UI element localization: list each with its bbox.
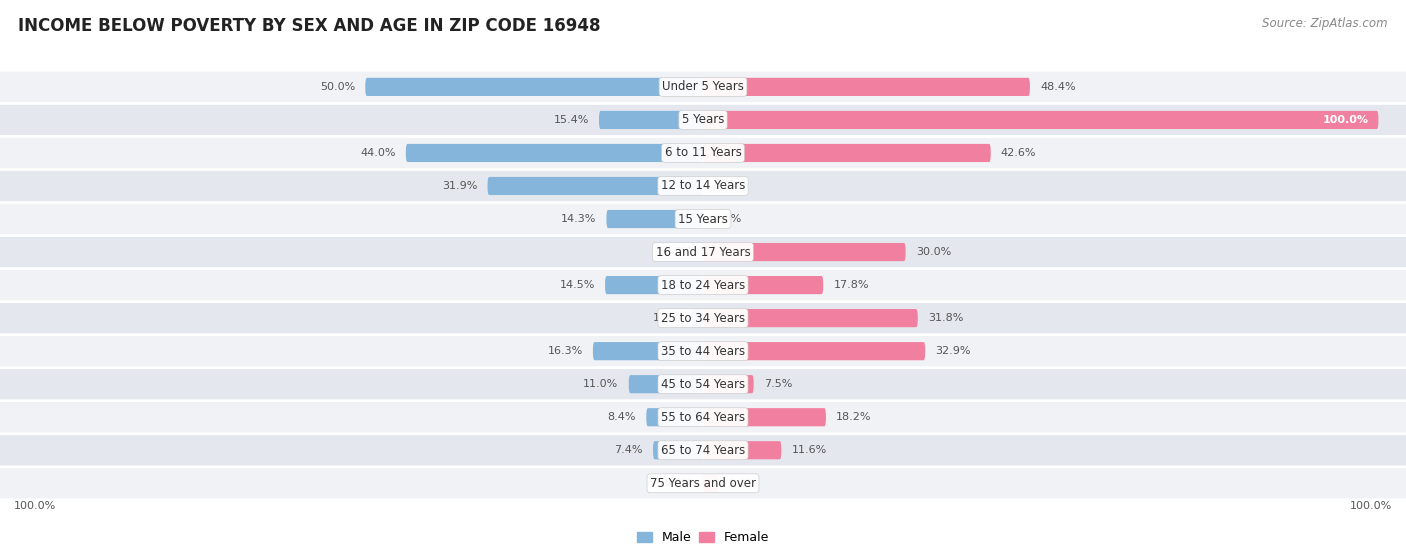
FancyBboxPatch shape <box>593 342 703 360</box>
Text: 100.0%: 100.0% <box>1322 115 1368 125</box>
Text: 75 Years and over: 75 Years and over <box>650 477 756 490</box>
Text: 11.6%: 11.6% <box>792 446 827 455</box>
FancyBboxPatch shape <box>0 203 1406 235</box>
FancyBboxPatch shape <box>599 111 703 129</box>
FancyBboxPatch shape <box>690 309 703 327</box>
FancyBboxPatch shape <box>0 236 1406 268</box>
Text: 6 to 11 Years: 6 to 11 Years <box>665 146 741 159</box>
FancyBboxPatch shape <box>703 144 991 162</box>
FancyBboxPatch shape <box>605 276 703 294</box>
Text: 2.2%: 2.2% <box>728 479 756 488</box>
Text: 42.6%: 42.6% <box>1001 148 1036 158</box>
FancyBboxPatch shape <box>703 441 782 459</box>
FancyBboxPatch shape <box>366 78 703 96</box>
FancyBboxPatch shape <box>703 342 925 360</box>
Text: Under 5 Years: Under 5 Years <box>662 80 744 93</box>
FancyBboxPatch shape <box>703 276 824 294</box>
FancyBboxPatch shape <box>0 170 1406 202</box>
FancyBboxPatch shape <box>0 137 1406 169</box>
Text: 18.2%: 18.2% <box>837 412 872 422</box>
FancyBboxPatch shape <box>0 401 1406 433</box>
FancyBboxPatch shape <box>703 309 918 327</box>
FancyBboxPatch shape <box>0 70 1406 103</box>
Text: 16 and 17 Years: 16 and 17 Years <box>655 245 751 259</box>
Text: 1.8%: 1.8% <box>652 313 681 323</box>
Text: 7.5%: 7.5% <box>763 379 792 389</box>
Legend: Male, Female: Male, Female <box>631 526 775 549</box>
Text: 48.4%: 48.4% <box>1040 82 1076 92</box>
Text: 17.8%: 17.8% <box>834 280 869 290</box>
Text: 15.4%: 15.4% <box>554 115 589 125</box>
FancyBboxPatch shape <box>0 302 1406 334</box>
Text: 0.0%: 0.0% <box>665 479 693 488</box>
Text: 14.5%: 14.5% <box>560 280 595 290</box>
Text: Source: ZipAtlas.com: Source: ZipAtlas.com <box>1263 17 1388 30</box>
Text: 35 to 44 Years: 35 to 44 Years <box>661 345 745 358</box>
Text: 44.0%: 44.0% <box>360 148 395 158</box>
Text: 31.8%: 31.8% <box>928 313 963 323</box>
FancyBboxPatch shape <box>488 177 703 195</box>
Text: 0.0%: 0.0% <box>713 214 741 224</box>
FancyBboxPatch shape <box>703 474 718 492</box>
FancyBboxPatch shape <box>0 434 1406 466</box>
Text: 31.9%: 31.9% <box>441 181 478 191</box>
FancyBboxPatch shape <box>0 104 1406 136</box>
Text: 45 to 54 Years: 45 to 54 Years <box>661 378 745 391</box>
FancyBboxPatch shape <box>0 467 1406 500</box>
Text: 14.3%: 14.3% <box>561 214 596 224</box>
Text: 5 Years: 5 Years <box>682 113 724 126</box>
FancyBboxPatch shape <box>628 375 703 394</box>
FancyBboxPatch shape <box>0 269 1406 301</box>
Text: 50.0%: 50.0% <box>321 82 356 92</box>
FancyBboxPatch shape <box>703 78 1031 96</box>
FancyBboxPatch shape <box>647 408 703 427</box>
FancyBboxPatch shape <box>606 210 703 228</box>
FancyBboxPatch shape <box>652 441 703 459</box>
Text: 65 to 74 Years: 65 to 74 Years <box>661 444 745 457</box>
FancyBboxPatch shape <box>0 335 1406 367</box>
FancyBboxPatch shape <box>703 375 754 394</box>
FancyBboxPatch shape <box>703 408 825 427</box>
Text: 0.0%: 0.0% <box>713 181 741 191</box>
Text: 100.0%: 100.0% <box>14 501 56 511</box>
Text: 16.3%: 16.3% <box>547 346 582 356</box>
Text: 55 to 64 Years: 55 to 64 Years <box>661 411 745 424</box>
FancyBboxPatch shape <box>703 243 905 261</box>
FancyBboxPatch shape <box>406 144 703 162</box>
Text: INCOME BELOW POVERTY BY SEX AND AGE IN ZIP CODE 16948: INCOME BELOW POVERTY BY SEX AND AGE IN Z… <box>18 17 600 35</box>
Text: 100.0%: 100.0% <box>1350 501 1392 511</box>
Text: 15 Years: 15 Years <box>678 212 728 225</box>
Text: 0.0%: 0.0% <box>665 247 693 257</box>
FancyBboxPatch shape <box>0 368 1406 400</box>
Text: 30.0%: 30.0% <box>915 247 950 257</box>
Text: 8.4%: 8.4% <box>607 412 636 422</box>
Text: 12 to 14 Years: 12 to 14 Years <box>661 179 745 192</box>
Text: 18 to 24 Years: 18 to 24 Years <box>661 278 745 292</box>
Text: 11.0%: 11.0% <box>583 379 619 389</box>
Text: 7.4%: 7.4% <box>614 446 643 455</box>
Text: 25 to 34 Years: 25 to 34 Years <box>661 311 745 325</box>
Text: 32.9%: 32.9% <box>935 346 972 356</box>
FancyBboxPatch shape <box>703 111 1378 129</box>
